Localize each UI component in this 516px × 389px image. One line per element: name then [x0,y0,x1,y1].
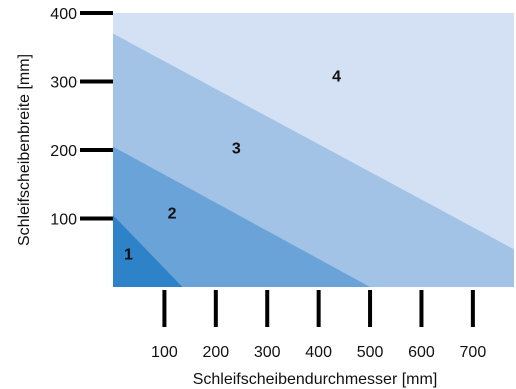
x-tick-label-100: 100 [151,344,178,361]
zone-1 [113,215,183,287]
zone-label-4: 4 [332,69,341,86]
zone-label-3: 3 [232,140,241,157]
zone-2 [113,146,371,287]
x-tick-label-300: 300 [254,344,281,361]
y-tick-label-100: 100 [50,212,77,229]
x-tick-label-400: 400 [305,344,332,361]
ticks-layer: 100 200 300 400 100 200 300 400 500 600 700 [50,6,486,361]
x-tick-label-200: 200 [202,344,229,361]
x-tick-label-500: 500 [357,344,384,361]
y-tick-label-400: 400 [50,6,77,23]
labels-layer: 1 2 3 4 [124,69,341,264]
zone-label-1: 1 [124,247,133,264]
x-tick-label-600: 600 [408,344,435,361]
x-tick-label-700: 700 [460,344,487,361]
y-tick-label-300: 300 [50,75,77,92]
x-axis-title: Schleifscheibendurchmesser [mm] [193,371,438,388]
zone-label-2: 2 [168,206,177,223]
zones-layer [113,13,514,287]
y-axis-title: Schleifscheibenbreite [mm] [16,54,33,246]
y-tick-label-200: 200 [50,143,77,160]
